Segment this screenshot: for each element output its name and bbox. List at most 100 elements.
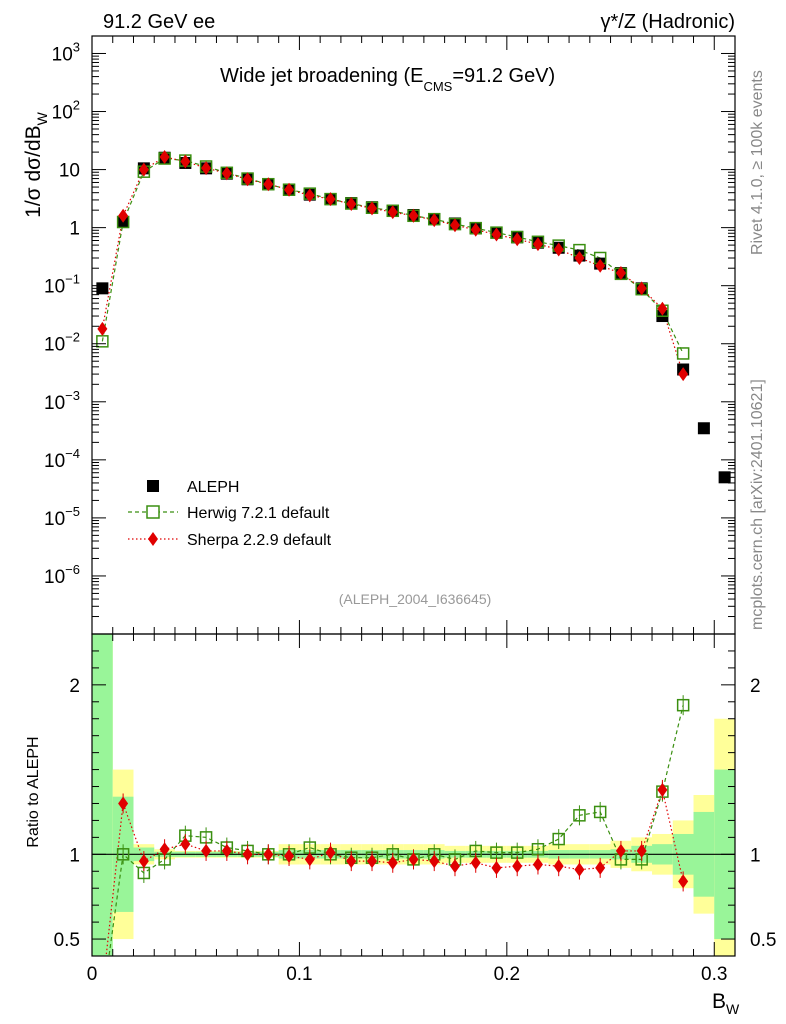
sherpa-point [97,321,108,336]
y-axis-label-main: 1/σ dσ/dB [22,125,45,217]
sherpa-point [408,208,419,223]
x-tick-label: 0 [87,964,98,985]
sherpa-point [657,301,668,316]
mcplots-label: mcplots.cern.ch [arXiv:2401.10621] [749,379,766,630]
sherpa-ratio-point [491,860,502,875]
legend-label-aleph: ALEPH [187,479,239,496]
sherpa-ratio-point [284,849,295,864]
legend-marker-sherpa [148,532,158,546]
ratio-y-tick-label-right: 1 [750,845,761,866]
x-axis-label: BW [712,990,740,1017]
x-tick-label: 0.3 [701,964,727,985]
sherpa-ratio-point [657,782,668,797]
y-tick-label: 10−1 [44,272,80,298]
axes: 0 0.1 0.2 0.3 10−6 10−5 10−4 10−3 10−2 10−1 1 10 102… [44,35,776,985]
sherpa-point [574,250,585,265]
sherpa-ratio-point [532,857,543,872]
ratio-panel-frame [91,633,736,957]
band-green-bin [92,634,113,956]
sherpa-point [118,208,129,223]
sherpa-point [325,192,336,207]
sherpa-ratio-point [97,983,107,997]
sherpa-point [221,166,232,181]
sherpa-point [595,258,606,273]
y-tick-label: 10−6 [44,562,80,588]
sherpa-ratio-point [429,854,440,869]
aleph-point [718,471,731,484]
herwig-ratio-point [593,805,607,819]
y-tick-label: 103 [52,39,80,65]
sherpa-ratio-point [615,843,626,858]
herwig-ratio-point [573,809,586,822]
sherpa-point [304,188,315,203]
sherpa-point [470,222,481,237]
herwig-point [96,335,109,348]
sherpa-point [532,237,543,252]
sherpa-ratio-point [325,845,336,860]
analysis-label: (ALEPH_2004_I636645) [339,591,492,607]
sherpa-ratio-point [408,852,419,867]
sherpa-ratio-point [470,855,481,870]
x-axis-label-main: B [712,990,726,1013]
sherpa-point [242,172,253,187]
y-axis-label-sub: W [34,111,50,125]
rivet-label: Rivet 4.1.0, ≥ 100k events [749,70,766,255]
herwig-ratio-point [676,698,690,712]
sherpa-ratio-point [138,854,149,869]
sherpa-point [449,218,460,233]
y-tick-label: 102 [52,98,80,124]
sherpa-point [201,161,212,176]
sherpa-point [138,162,149,177]
x-tick-label: 0.1 [286,964,312,985]
sherpa-ratio-point [553,859,564,874]
sherpa-point [512,232,523,247]
sherpa-ratio-point [346,854,357,869]
sherpa-point [553,242,564,257]
sherpa-point [387,205,398,220]
sherpa-point [636,281,647,296]
y-tick-label: 10−4 [44,446,80,472]
aleph-point [697,422,710,435]
sherpa-ratio-point [678,874,689,889]
sherpa-ratio-point [221,843,232,858]
sherpa-ratio-point [263,847,274,862]
sherpa-point [491,227,502,242]
sherpa-ratio-point [636,843,647,858]
sherpa-ratio-point [118,796,129,811]
sherpa-ratio-point [512,859,523,874]
data-marks [96,149,731,1009]
sherpa-ratio-point [242,847,253,862]
chart-title-sub: CMS [423,79,452,94]
sherpa-point [615,266,626,281]
chart-title-main: Wide jet broadening (E [220,65,423,87]
sherpa-point [284,182,295,197]
sherpa-ratio-point [180,837,191,852]
sherpa-point [180,154,191,169]
header-energy: 91.2 GeV ee [103,11,215,33]
sherpa-ratio-point [201,843,212,858]
y-tick-label: 1 [69,219,80,240]
y-tick-label: 10 [59,161,80,182]
y-tick-label: 10−3 [44,388,80,414]
ratio-y-tick-label-left: 1 [69,845,80,866]
sherpa-ratio-point [367,854,378,869]
sherpa-ratio-point [574,862,585,877]
sherpa-point [346,197,357,212]
x-tick-label: 0.2 [494,964,520,985]
legend-label-sherpa: Sherpa 2.2.9 default [187,532,332,549]
ratio-marks [97,695,690,1009]
legend-marker-herwig [146,505,160,519]
ratio-y-tick-label-right: 2 [750,676,761,697]
sherpa-point [263,177,274,192]
legend-label-herwig: Herwig 7.2.1 default [187,505,330,522]
sherpa-point [367,201,378,216]
y-axis-label: 1/σ dσ/dBW [22,111,50,217]
legend: ALEPH Herwig 7.2.1 default Sherpa 2.2.9 … [128,479,332,549]
sherpa-ratio-point [595,860,606,875]
sherpa-ratio-point [449,859,460,874]
legend-marker-aleph [147,480,159,492]
uncertainty-bands-ratio [92,634,735,956]
sherpa-ratio-line [105,787,684,956]
herwig-ratio-point [97,998,108,1009]
